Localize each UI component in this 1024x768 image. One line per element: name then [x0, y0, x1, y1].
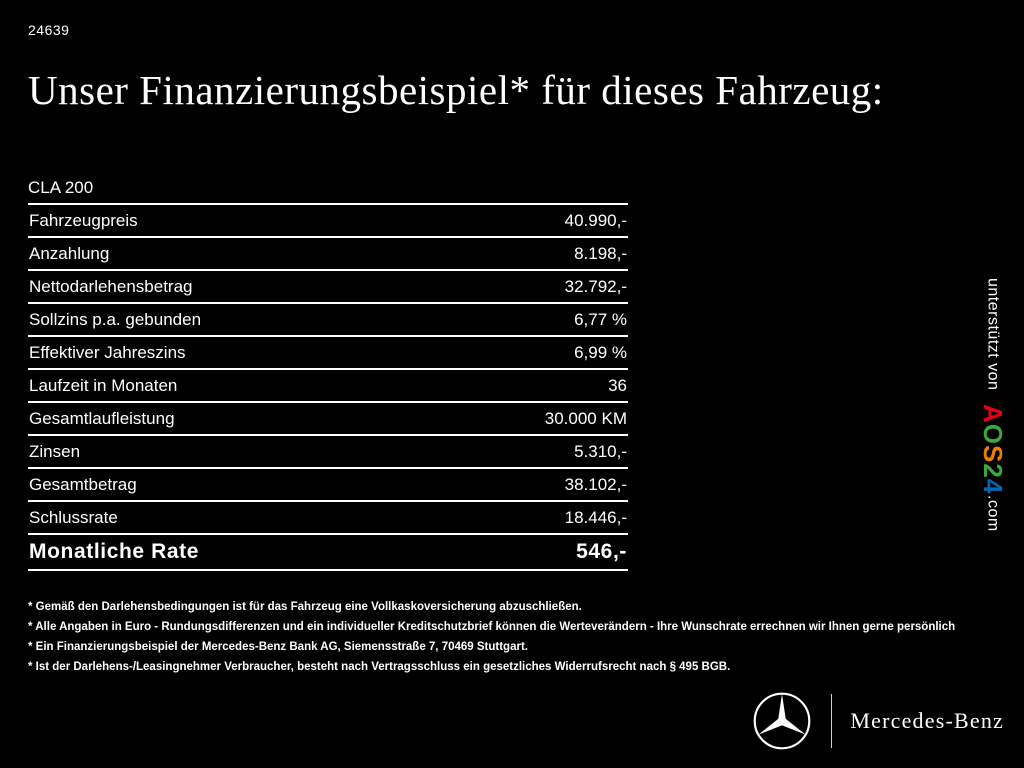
page-title: Unser Finanzierungsbeispiel* für dieses …	[28, 67, 884, 113]
aos24-letter-o: O	[978, 424, 1008, 446]
footer-divider	[831, 694, 833, 748]
table-row-anzahlung: Anzahlung 8.198,-	[28, 236, 628, 269]
row-value: 36	[608, 375, 627, 395]
total-label: Monatliche Rate	[29, 540, 200, 563]
aos24-logo: AOS24	[977, 404, 1008, 494]
aos24-letter-a: A	[978, 404, 1008, 425]
row-label: Gesamtlaufleistung	[29, 408, 175, 428]
supported-by-label: unterstützt von	[984, 278, 1002, 391]
table-row-gesamtbetrag: Gesamtbetrag 38.102,-	[28, 467, 628, 500]
aos24-digit-2: 2	[978, 463, 1008, 480]
row-label: Effektiver Jahreszins	[29, 342, 186, 362]
footnotes: * Gemäß den Darlehensbedingungen ist für…	[28, 601, 1008, 681]
footnote-1: * Gemäß den Darlehensbedingungen ist für…	[28, 601, 582, 613]
table-row-nettodarlehensbetrag: Nettodarlehensbetrag 32.792,-	[28, 269, 628, 302]
mercedes-benz-footer: Mercedes-Benz	[751, 690, 1010, 752]
row-label: Zinsen	[29, 441, 81, 461]
row-value: 8.198,-	[574, 243, 627, 263]
row-value: 18.446,-	[564, 507, 627, 527]
table-row-effektiver-jahreszins: Effektiver Jahreszins 6,99 %	[28, 335, 628, 368]
footnote-4: * Ist der Darlehens-/Leasingnehmer Verbr…	[28, 661, 731, 673]
row-label: Sollzins p.a. gebunden	[29, 309, 202, 329]
table-row-zinsen: Zinsen 5.310,-	[28, 434, 628, 467]
footnote-2: * Alle Angaben in Euro - Rundungsdiffere…	[28, 621, 956, 633]
row-label: Fahrzeugpreis	[29, 210, 138, 230]
row-label: Gesamtbetrag	[29, 474, 137, 494]
table-row-sollzins: Sollzins p.a. gebunden 6,77 %	[28, 302, 628, 335]
row-label: Nettodarlehensbetrag	[29, 276, 193, 296]
row-value: 32.792,-	[564, 276, 627, 296]
row-label: Schlussrate	[29, 507, 118, 527]
table-row-monatliche-rate: Monatliche Rate 546,-	[28, 533, 628, 571]
row-value: 38.102,-	[564, 474, 627, 494]
finance-table: CLA 200 Fahrzeugpreis 40.990,- Anzahlung…	[28, 172, 628, 571]
aos24-digit-4: 4	[978, 479, 1008, 495]
row-value: 6,99 %	[574, 342, 627, 362]
mercedes-benz-wordmark: Mercedes-Benz	[850, 708, 1004, 733]
row-label: Anzahlung	[29, 243, 110, 263]
row-value: 30.000 KM	[544, 408, 627, 428]
mercedes-star-icon	[753, 692, 811, 750]
total-value: 546,-	[576, 540, 627, 563]
row-value: 5.310,-	[574, 441, 627, 461]
listing-id: 24639	[28, 22, 70, 38]
row-label: Laufzeit in Monaten	[29, 375, 178, 395]
vehicle-model: CLA 200	[28, 177, 94, 197]
table-row-gesamtlaufleistung: Gesamtlaufleistung 30.000 KM	[28, 401, 628, 434]
table-row-fahrzeugpreis: Fahrzeugpreis 40.990,-	[28, 203, 628, 236]
footnote-3: * Ein Finanzierungsbeispiel der Mercedes…	[28, 641, 528, 653]
row-value: 40.990,-	[564, 210, 627, 230]
aos24-domain-suffix: .com	[984, 494, 1002, 532]
aos24-letter-s: S	[978, 445, 1008, 464]
table-row-schlussrate: Schlussrate 18.446,-	[28, 500, 628, 533]
aos24-vertical-branding: unterstützt von AOS24 .com	[977, 278, 1008, 531]
row-value: 6,77 %	[574, 309, 627, 329]
table-row-laufzeit: Laufzeit in Monaten 36	[28, 368, 628, 401]
